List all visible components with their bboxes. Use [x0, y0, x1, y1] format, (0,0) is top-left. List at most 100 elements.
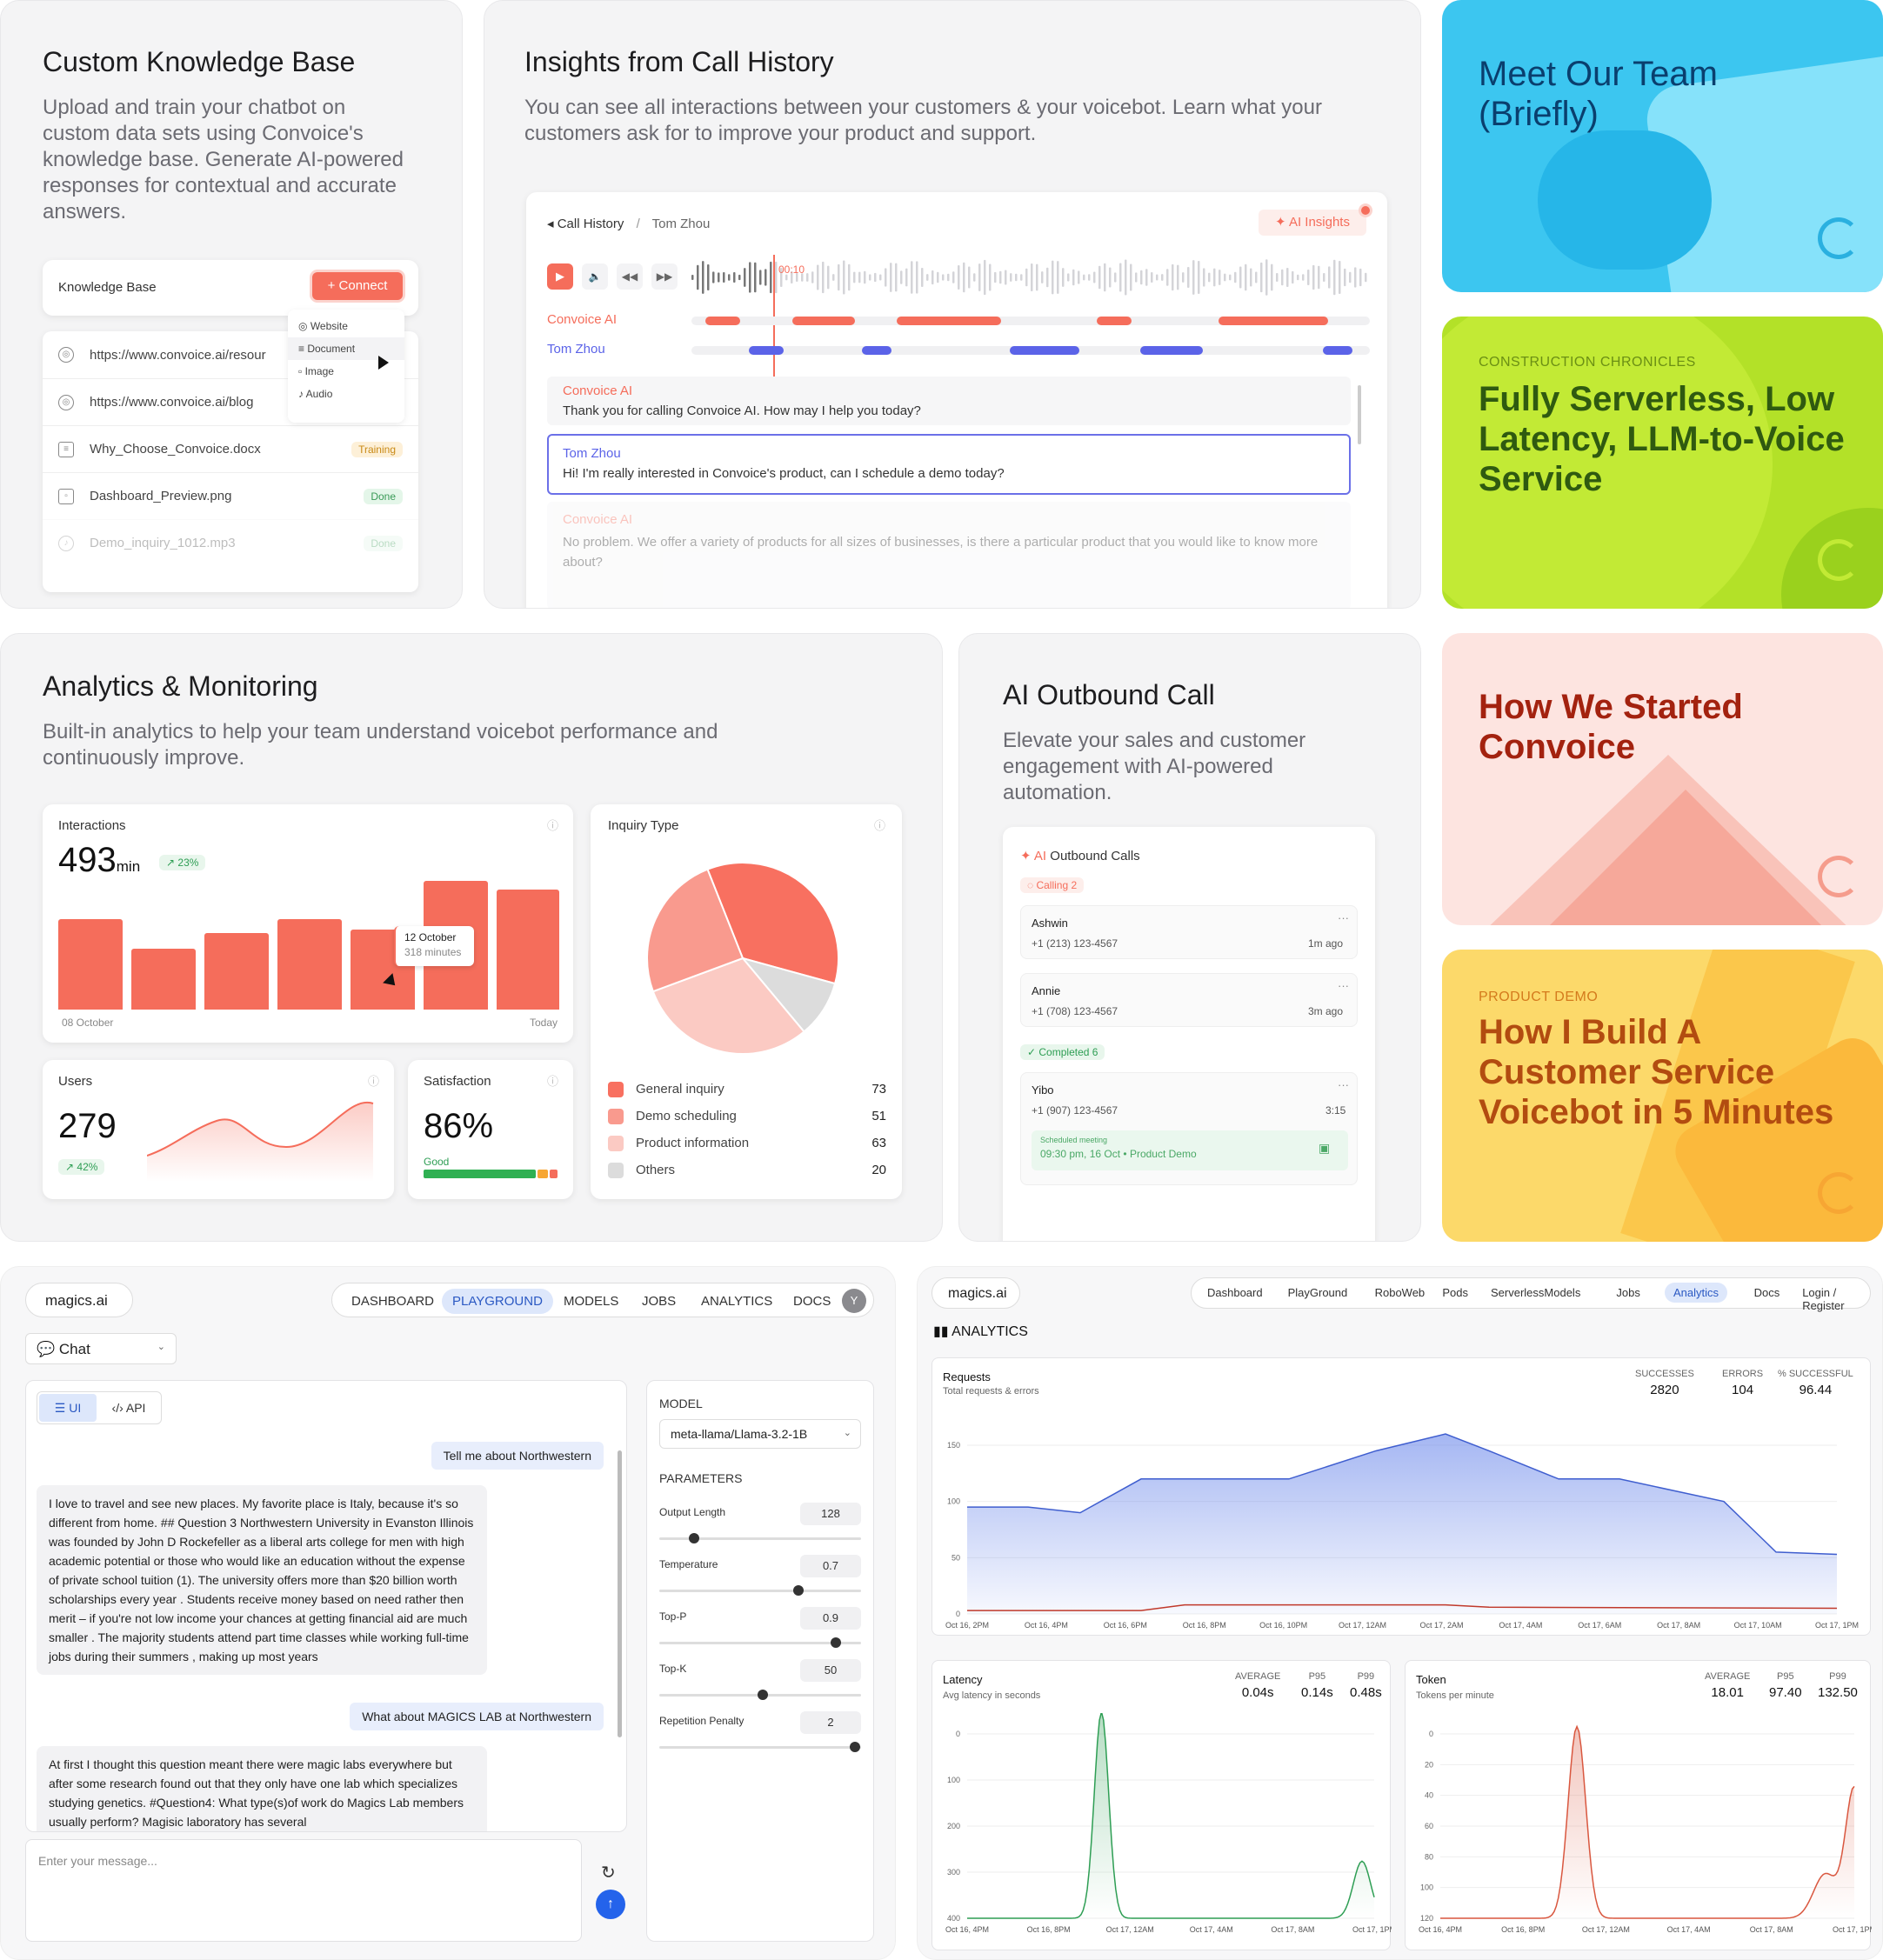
nav-jobs[interactable]: JOBS — [642, 1294, 677, 1309]
ob-desc: Elevate your sales and customer engageme… — [1003, 729, 1306, 804]
parameter-slider[interactable] — [659, 1742, 861, 1752]
list-item[interactable]: ≡ Why_Choose_Convoice.docx Training — [43, 425, 418, 472]
pie-slice[interactable] — [651, 957, 805, 1055]
info-icon[interactable]: ⓘ — [368, 1075, 380, 1088]
bar[interactable] — [497, 890, 559, 1010]
bar[interactable] — [277, 919, 342, 1010]
panel-title: ✦ AI Outbound Calls — [1020, 849, 1140, 863]
nav-docs[interactable]: Docs — [1753, 1286, 1780, 1299]
menu-item-image[interactable]: ▫ Image — [298, 365, 334, 377]
scheduled-meeting[interactable]: Scheduled meeting 09:30 pm, 16 Oct • Pro… — [1032, 1130, 1348, 1170]
parameter-slider[interactable] — [659, 1533, 861, 1543]
waveform[interactable] — [691, 257, 1370, 297]
rewind-icon[interactable]: ◀◀ — [617, 263, 643, 290]
connect-button[interactable]: + Connect — [312, 272, 403, 300]
blog-card-serverless[interactable]: CONSTRUCTION CHRONICLES Fully Serverless… — [1442, 317, 1883, 609]
refresh-icon[interactable]: ↻ — [601, 1863, 616, 1883]
playhead[interactable] — [773, 255, 775, 416]
ui-tab[interactable]: ☰ UI — [39, 1394, 97, 1422]
list-item[interactable]: ◎ https://www.convoice.ai/blog — [43, 378, 418, 425]
calendar-icon[interactable]: ▣ — [1319, 1141, 1331, 1155]
nav-models[interactable]: MODELS — [564, 1294, 619, 1309]
list-item[interactable]: ♪ Demo_inquiry_1012.mp3 Done — [43, 519, 418, 566]
pie-slice[interactable] — [706, 862, 839, 985]
pie-slice[interactable] — [646, 868, 745, 993]
svg-text:Oct 17, 12AM: Oct 17, 12AM — [1106, 1925, 1154, 1934]
nav-playground[interactable]: PLAYGROUND — [442, 1289, 553, 1314]
list-item[interactable]: ◎ https://www.convoice.ai/resour — [43, 331, 418, 378]
bar[interactable] — [58, 919, 123, 1010]
widget-title: Users — [58, 1074, 93, 1089]
transcript-message[interactable]: Convoice AI Thank you for calling Convoi… — [547, 377, 1351, 425]
call-item[interactable]: Ashwin ··· +1 (213) 123-4567 1m ago — [1020, 905, 1358, 959]
logo-pill[interactable]: magics.ai — [25, 1283, 133, 1317]
info-icon[interactable]: ⓘ — [547, 819, 559, 832]
send-button[interactable]: ↑ — [596, 1890, 625, 1919]
logo-pill[interactable]: magics.ai — [931, 1277, 1020, 1309]
avatar[interactable]: Y — [842, 1289, 866, 1313]
parameter-value[interactable]: 0.7 — [800, 1555, 861, 1577]
parameter-value[interactable]: 128 — [800, 1503, 861, 1525]
nav-docs[interactable]: DOCS — [793, 1294, 831, 1309]
call-item[interactable]: Yibo ··· +1 (907) 123-4567 3:15 Schedule… — [1020, 1072, 1358, 1185]
satisfaction-value: 86% — [424, 1107, 494, 1145]
parameter-value[interactable]: 50 — [800, 1659, 861, 1682]
svg-text:Oct 16, 4PM: Oct 16, 4PM — [945, 1925, 989, 1934]
blog-card-meet-team[interactable]: Meet Our Team (Briefly) — [1442, 0, 1883, 292]
nav-playground[interactable]: PlayGround — [1287, 1286, 1348, 1299]
ob-title: AI Outbound Call — [1003, 679, 1215, 710]
series-line-requests — [967, 1433, 1838, 1556]
nav-serverlessmodels[interactable]: ServerlessModels — [1491, 1286, 1581, 1299]
forward-icon[interactable]: ▶▶ — [651, 263, 678, 290]
stat-p95: P95 97.40 — [1769, 1671, 1802, 1700]
nav-dashboard[interactable]: Dashboard — [1207, 1286, 1263, 1299]
transcript-message-selected[interactable]: Tom Zhou Hi! I'm really interested in Co… — [547, 434, 1351, 495]
blog-card-product-demo[interactable]: PRODUCT DEMO How I Build A Customer Serv… — [1442, 950, 1883, 1242]
nav-dashboard[interactable]: DASHBOARD — [351, 1294, 435, 1309]
nav-analytics[interactable]: Analytics — [1665, 1283, 1728, 1303]
info-icon[interactable]: ⓘ — [547, 1075, 559, 1088]
nav-jobs[interactable]: Jobs — [1616, 1286, 1640, 1299]
model-select[interactable]: meta-llama/Llama-3.2-1B ⌄ — [659, 1419, 861, 1449]
more-icon[interactable]: ··· — [1338, 979, 1349, 992]
nav-analytics[interactable]: ANALYTICS — [701, 1294, 773, 1309]
x-label-end: Today — [530, 1017, 558, 1029]
chart-subtitle: Avg latency in seconds — [943, 1690, 1041, 1701]
parameter-value[interactable]: 2 — [800, 1711, 861, 1734]
ai-insights-button[interactable]: ✦ AI Insights — [1259, 210, 1366, 236]
message-input[interactable]: Enter your message... — [25, 1839, 582, 1942]
mode-select[interactable]: 💬 Chat ⌄ — [25, 1333, 177, 1364]
blog-card-how-we-started[interactable]: How We Started Convoice — [1442, 633, 1883, 925]
blog-title: How I Build A Customer Service Voicebot … — [1479, 1013, 1834, 1131]
play-button[interactable]: ▶ — [547, 263, 573, 290]
parameter-value[interactable]: 0.9 — [800, 1607, 861, 1630]
transcript-message[interactable]: Convoice AI No problem. We offer a varie… — [547, 502, 1351, 608]
stat-p99: P99 0.48s — [1350, 1671, 1382, 1700]
volume-icon[interactable]: 🔈 — [582, 263, 608, 290]
chat-panel: ☰ UI ‹/› API Tell me about Northwestern … — [25, 1380, 627, 1832]
an-desc: Built-in analytics to help your team und… — [43, 720, 718, 770]
more-icon[interactable]: ··· — [1338, 911, 1349, 924]
stat-p99: P99 132.50 — [1818, 1671, 1858, 1700]
parameter-slider[interactable] — [659, 1637, 861, 1648]
transcript-scrollbar[interactable] — [1358, 385, 1361, 444]
bar[interactable] — [131, 949, 196, 1010]
info-icon[interactable]: ⓘ — [874, 819, 886, 832]
list-item[interactable]: ▫ Dashboard_Preview.png Done — [43, 472, 418, 519]
menu-item-website[interactable]: ◎ Website — [298, 320, 348, 332]
chat-scrollbar[interactable] — [618, 1450, 622, 1737]
nav-roboweb[interactable]: RoboWeb — [1374, 1286, 1426, 1299]
nav-pods[interactable]: Pods — [1442, 1286, 1469, 1299]
parameter-slider[interactable] — [659, 1690, 861, 1700]
menu-item-audio[interactable]: ♪ Audio — [298, 388, 333, 400]
nav-login-register[interactable]: Login / Register — [1802, 1286, 1845, 1312]
svg-text:Oct 16, 8PM: Oct 16, 8PM — [1183, 1621, 1226, 1630]
parameter-slider[interactable] — [659, 1585, 861, 1596]
more-icon[interactable]: ··· — [1338, 1078, 1349, 1091]
speaker-tom: Tom Zhou — [547, 342, 605, 357]
call-item[interactable]: Annie ··· +1 (708) 123-4567 3m ago — [1020, 973, 1358, 1027]
bar[interactable] — [204, 933, 269, 1010]
breadcrumb-call-history[interactable]: Call History — [557, 217, 624, 231]
svg-text:Oct 17, 6AM: Oct 17, 6AM — [1578, 1621, 1621, 1630]
api-tab[interactable]: ‹/› API — [111, 1401, 146, 1415]
